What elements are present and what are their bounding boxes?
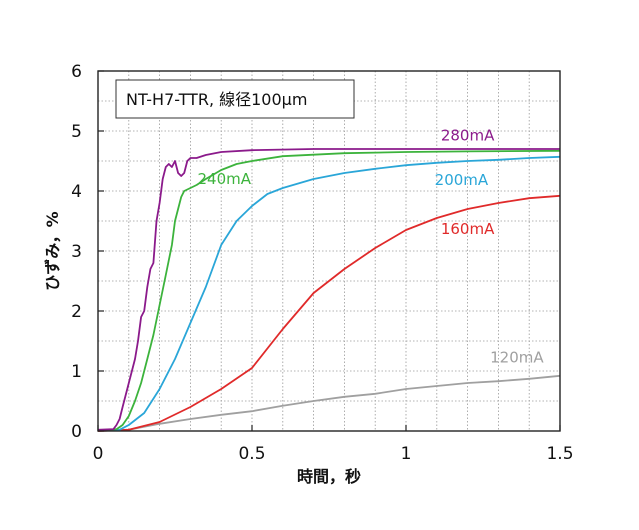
series-label-120mA: 120mA xyxy=(490,349,544,367)
y-tick-label: 5 xyxy=(71,122,82,142)
series-lines xyxy=(97,148,561,432)
series-line-160mA xyxy=(97,194,561,432)
x-tick-label: 1 xyxy=(401,444,412,464)
x-tick-label: 0 xyxy=(93,444,104,464)
series-label-280mA: 280mA xyxy=(441,127,495,145)
x-tick-label: 0.5 xyxy=(238,444,265,464)
annotation-box: NT-H7-TTR, 線径100μm xyxy=(115,79,355,119)
axis-ticks: 0 0.5 1 1.5 0 1 2 3 4 5 6 xyxy=(71,62,573,464)
y-tick-label: 1 xyxy=(71,362,82,382)
y-tick-label: 4 xyxy=(71,182,82,202)
series-line-280mA xyxy=(97,148,560,431)
annotation-text: NT-H7-TTR, 線径100μm xyxy=(126,90,307,109)
y-tick-label: 6 xyxy=(71,62,82,82)
annotation-frame xyxy=(115,79,355,119)
y-tick-label: 2 xyxy=(71,302,82,322)
series-label-200mA: 200mA xyxy=(435,171,489,189)
y-axis-title: ひずみ，% xyxy=(43,211,62,290)
series-label-160mA: 160mA xyxy=(441,220,495,238)
series-line-240mA xyxy=(97,149,561,432)
series-labels: 280mA 240mA 200mA 160mA 120mA xyxy=(198,127,545,367)
series-label-240mA: 240mA xyxy=(198,170,252,188)
series-line-200mA xyxy=(97,155,561,432)
x-axis-title: 時間，秒 xyxy=(297,467,361,486)
y-tick-label: 3 xyxy=(71,242,82,262)
y-tick-label: 0 xyxy=(71,422,82,442)
x-tick-label: 1.5 xyxy=(546,444,573,464)
series-line-120mA xyxy=(97,374,561,432)
